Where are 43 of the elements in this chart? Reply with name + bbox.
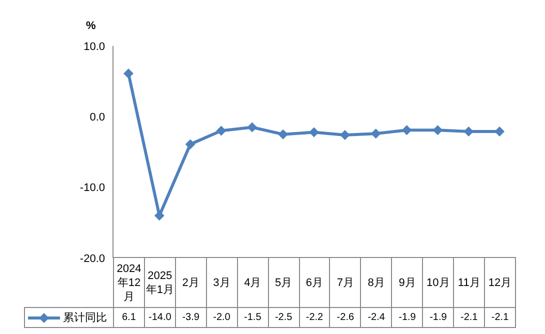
x-tick-label: 6月 (299, 258, 330, 308)
point (123, 68, 134, 79)
data-label: -2.6 (330, 308, 361, 328)
x-tick-label: 2月 (175, 258, 206, 308)
x-tick-label: 5月 (268, 258, 300, 308)
y-tick-label: 10.0 (84, 40, 105, 53)
data-label: -2.0 (206, 308, 238, 328)
data-label: -2.4 (360, 308, 392, 328)
data-label: -3.9 (175, 308, 206, 328)
data-label: -2.1 (454, 308, 485, 328)
data-label: -2.2 (299, 308, 330, 328)
point (278, 129, 288, 140)
data-label: -1.9 (392, 308, 423, 328)
point (494, 126, 505, 137)
y-tick-label: -10.0 (80, 182, 105, 194)
data-label: -2.5 (268, 308, 300, 328)
x-tick-label: 8月 (360, 258, 392, 308)
data-label: -2.1 (484, 308, 516, 328)
x-tick-label: 4月 (237, 258, 268, 308)
point (247, 122, 258, 132)
data-label: -14.0 (144, 308, 176, 328)
x-tick-label: 2025年1月 (144, 258, 176, 308)
data-label: -1.9 (422, 308, 454, 328)
point (370, 128, 381, 139)
point (309, 127, 319, 138)
y-axis-title: % (86, 20, 96, 32)
x-tick-label: 11月 (454, 258, 485, 308)
x-tick-label: 12月 (484, 258, 516, 308)
point (402, 125, 412, 136)
y-tick-label: 0.0 (90, 112, 105, 124)
y-tick-label: -20.0 (80, 252, 105, 265)
data-label: 6.1 (114, 308, 144, 328)
x-tick-label: 2024年12月 (114, 258, 144, 308)
x-tick-label: 7月 (330, 258, 361, 308)
point (185, 139, 196, 150)
point (432, 125, 443, 136)
legend-label: 累计同比 (63, 312, 107, 324)
x-tick-label: 3月 (206, 258, 238, 308)
point (216, 126, 226, 136)
x-tick-label: 9月 (392, 258, 423, 308)
x-tick-label: 10月 (422, 258, 454, 308)
point (340, 130, 350, 140)
data-label: -1.5 (237, 308, 268, 328)
